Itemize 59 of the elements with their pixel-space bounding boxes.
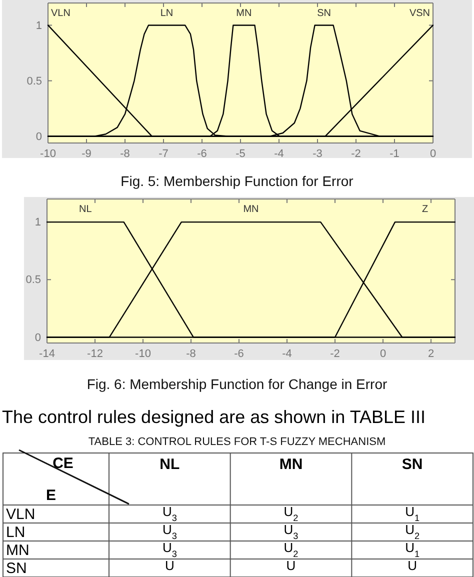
category-label: MN bbox=[279, 456, 303, 473]
text: U$_{2}$ bbox=[284, 504, 298, 523]
text: U$_{3}$ bbox=[162, 522, 177, 541]
y-tick-label: 0 bbox=[34, 332, 41, 344]
series-label: VSN bbox=[409, 8, 430, 19]
x-tick-label: 0 bbox=[380, 348, 386, 360]
text: U bbox=[408, 558, 418, 573]
text: U$_{3}$ bbox=[162, 540, 177, 559]
series-label: MN bbox=[243, 204, 259, 215]
category-label: SN bbox=[6, 560, 27, 577]
text: U bbox=[286, 558, 296, 573]
text: U$_{2}$ bbox=[284, 540, 298, 559]
y-tick-label: 0 bbox=[36, 130, 42, 143]
x-tick-label: -4 bbox=[274, 148, 284, 160]
x-tick-label: -2 bbox=[351, 148, 361, 160]
text: The control rules designed are as shown in TABLE III bbox=[2, 407, 426, 427]
category-label: NL bbox=[160, 456, 180, 473]
series-label: NL bbox=[79, 204, 92, 215]
series-label: MN bbox=[236, 8, 252, 19]
x-tick-label: 0 bbox=[430, 148, 436, 160]
text: U$_{2}$ bbox=[405, 522, 420, 541]
x-tick-label: -7 bbox=[158, 148, 168, 160]
y-tick-label: 0.5 bbox=[26, 274, 41, 286]
caption: Fig. 5: Membership Function for Error bbox=[120, 173, 354, 189]
x-tick-label: -6 bbox=[197, 148, 207, 160]
series-label: LN bbox=[160, 8, 174, 19]
series-label: Z bbox=[422, 204, 428, 215]
x-tick-label: 2 bbox=[428, 348, 434, 360]
x-tick-label: -4 bbox=[282, 348, 292, 360]
category-label: MN bbox=[6, 542, 30, 559]
x-tick-label: -2 bbox=[330, 348, 340, 360]
y-tick-label: 1 bbox=[36, 20, 42, 32]
x-tick-label: -14 bbox=[39, 348, 55, 360]
x-tick-label: -1 bbox=[390, 148, 400, 160]
text: U$_{1}$ bbox=[405, 504, 420, 523]
x-tick-label: -9 bbox=[82, 148, 92, 160]
x-tick-label: -10 bbox=[135, 348, 151, 360]
x-tick-label: -5 bbox=[236, 148, 246, 160]
y-tick-label: 0.5 bbox=[26, 75, 42, 88]
x-tick-label: -3 bbox=[312, 148, 322, 160]
series-label: SN bbox=[317, 8, 331, 19]
y-tick-label: 1 bbox=[34, 216, 41, 229]
text: CE bbox=[52, 455, 74, 472]
category-label: VLN bbox=[6, 506, 36, 523]
text: U bbox=[164, 558, 174, 573]
caption: Fig. 6: Membership Function for Change in Error bbox=[86, 376, 388, 392]
text: U$_{3}$ bbox=[284, 522, 298, 541]
category-label: LN bbox=[6, 524, 26, 541]
text: U$_{1}$ bbox=[405, 540, 420, 559]
x-tick-label: -8 bbox=[186, 348, 196, 360]
x-tick-label: -8 bbox=[120, 148, 130, 160]
x-tick-label: -10 bbox=[40, 148, 56, 160]
text: TABLE 3: CONTROL RULES FOR T-S FUZZY MECHANISM bbox=[88, 436, 386, 448]
x-tick-label: -6 bbox=[234, 348, 244, 360]
text: E bbox=[46, 487, 56, 504]
series-label: VLN bbox=[51, 8, 70, 19]
text: U$_{3}$ bbox=[162, 504, 177, 523]
x-tick-label: -12 bbox=[87, 348, 103, 360]
category-label: SN bbox=[402, 456, 423, 473]
